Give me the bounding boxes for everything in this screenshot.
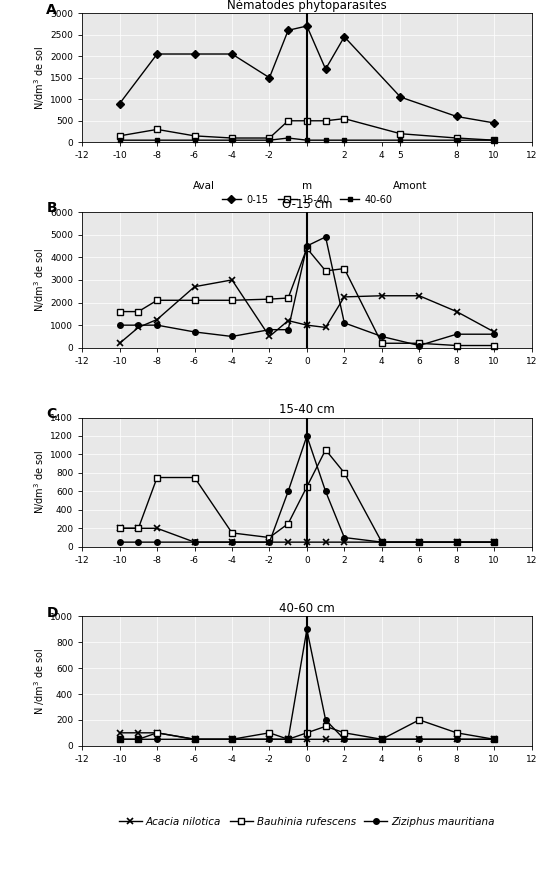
Y-axis label: N/dm$^3$ de sol: N/dm$^3$ de sol [32, 248, 47, 312]
Legend: Acacia nilotica, Bauhinia rufescens, Ziziphus mauritiana: Acacia nilotica, Bauhinia rufescens, Ziz… [115, 813, 499, 831]
Text: C: C [46, 407, 56, 421]
Y-axis label: N /dm$^3$ de sol: N /dm$^3$ de sol [32, 647, 47, 715]
Title: Nématodes phytoparasites: Nématodes phytoparasites [227, 0, 387, 12]
Legend: 0-15, 15-40, 40-60: 0-15, 15-40, 40-60 [218, 191, 396, 208]
Text: Aval: Aval [192, 181, 214, 191]
Text: A: A [46, 3, 57, 17]
Title: 15-40 cm: 15-40 cm [279, 404, 335, 416]
Text: Amont: Amont [393, 181, 427, 191]
Text: D: D [46, 606, 58, 620]
Y-axis label: N/dm$^3$ de sol: N/dm$^3$ de sol [32, 45, 47, 110]
Title: 40-60 cm: 40-60 cm [279, 603, 335, 616]
Y-axis label: N/dm$^3$ de sol: N/dm$^3$ de sol [32, 450, 47, 514]
Title: O-15 cm: O-15 cm [282, 198, 332, 211]
Text: B: B [46, 201, 57, 215]
Text: m: m [302, 181, 312, 191]
